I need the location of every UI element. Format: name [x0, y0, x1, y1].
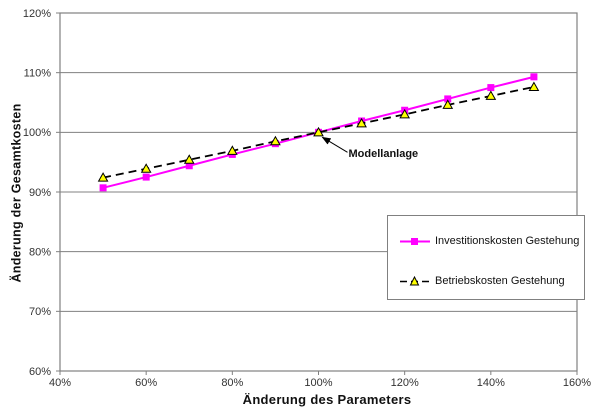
x-tick-label: 80%: [221, 377, 243, 389]
y-tick-label: 80%: [29, 246, 51, 258]
marker-triangle: [226, 145, 238, 155]
marker-square: [142, 173, 150, 181]
annotation-arrow: [321, 136, 348, 153]
x-axis-title: Änderung des Parameters: [242, 392, 412, 407]
legend-sample-dashed-triangle-icon: [400, 275, 430, 285]
legend-label-investitionskosten: Investitionskosten Gestehung: [435, 235, 580, 247]
marker-triangle: [183, 154, 195, 164]
marker-triangle: [528, 81, 540, 91]
marker-square: [99, 184, 107, 192]
y-tick-label: 100%: [23, 127, 51, 139]
series-line-betriebskosten: [102, 86, 535, 179]
y-tick-label: 70%: [29, 306, 51, 318]
x-tick-label: 60%: [135, 377, 157, 389]
marker-triangle: [270, 135, 281, 146]
marker-square: [487, 84, 495, 92]
y-axis-title: Änderung der Gesamtkosten: [9, 103, 24, 283]
x-tick-label: 140%: [477, 377, 505, 389]
legend-sample-solid-square-icon: [400, 237, 430, 245]
x-tick-label: 160%: [563, 377, 591, 389]
legend-entry-betriebskosten: Betriebskosten Gestehung: [399, 275, 565, 287]
legend-entry-investitionskosten: Investitionskosten Gestehung: [399, 235, 579, 247]
marker-triangle: [485, 90, 497, 100]
y-tick-label: 120%: [23, 8, 51, 20]
marker-triangle: [399, 108, 411, 119]
y-tick-label: 110%: [24, 67, 52, 79]
x-tick-label: 40%: [49, 377, 71, 389]
marker-triangle: [313, 126, 324, 137]
x-tick-label: 120%: [391, 377, 419, 389]
marker-triangle: [140, 163, 152, 173]
marker-triangle: [442, 99, 454, 109]
annotation-modellanlage: Modellanlage: [348, 148, 419, 161]
marker-triangle: [356, 117, 367, 128]
x-tick-label: 100%: [304, 377, 332, 389]
marker-square: [444, 95, 452, 103]
marker-triangle: [97, 172, 109, 182]
y-tick-label: 60%: [29, 366, 51, 378]
marker-square: [185, 162, 193, 170]
y-tick-label: 90%: [29, 187, 51, 199]
marker-square: [530, 73, 538, 81]
legend-label-betriebskosten: Betriebskosten Gestehung: [435, 275, 565, 287]
legend: Investitionskosten Gestehung Betriebskos…: [387, 215, 585, 300]
